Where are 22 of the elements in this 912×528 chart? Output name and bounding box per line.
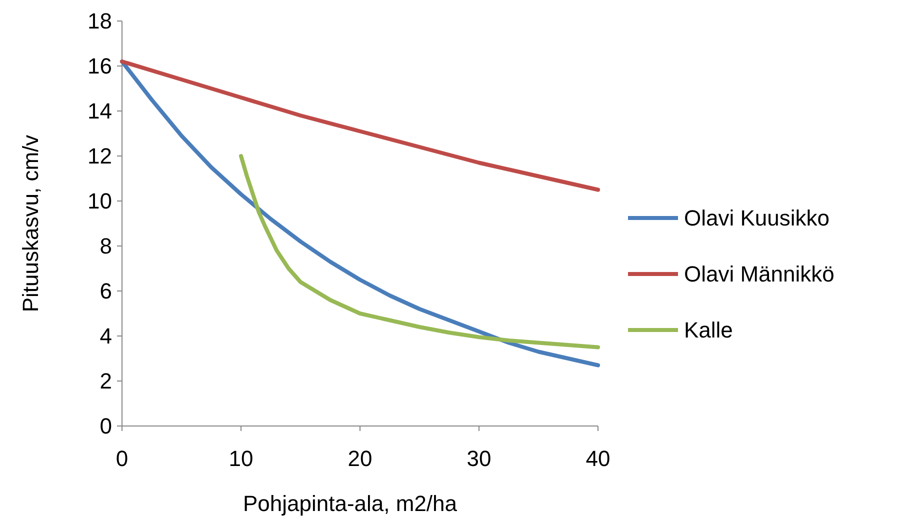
y-tick-label: 18 <box>88 8 112 34</box>
y-tick-label: 0 <box>100 414 112 439</box>
y-tick-label: 8 <box>100 234 112 259</box>
y-axis-title: Pituuskasvu, cm/v <box>18 134 43 312</box>
y-tick-label: 6 <box>100 278 112 304</box>
y-tick-label: 14 <box>88 98 112 124</box>
y-tick-label: 16 <box>88 54 112 79</box>
x-tick-label: 10 <box>228 446 254 471</box>
legend-label: Kalle <box>684 318 733 343</box>
y-tick-label: 4 <box>100 324 112 349</box>
x-tick-label: 30 <box>466 446 492 471</box>
x-tick-label: 20 <box>348 446 372 471</box>
x-tick-label: 40 <box>586 446 610 471</box>
y-tick-label: 2 <box>100 368 112 394</box>
legend-label: Olavi Männikkö <box>684 262 834 287</box>
line-series <box>120 60 600 192</box>
x-tick-label: 0 <box>116 446 128 471</box>
line-series <box>239 154 600 350</box>
y-tick-label: 12 <box>88 144 112 169</box>
legend-label: Olavi Kuusikko <box>684 206 830 231</box>
x-axis-title: Pohjapinta-ala, m2/ha <box>242 491 458 516</box>
y-tick-label: 10 <box>88 188 112 214</box>
